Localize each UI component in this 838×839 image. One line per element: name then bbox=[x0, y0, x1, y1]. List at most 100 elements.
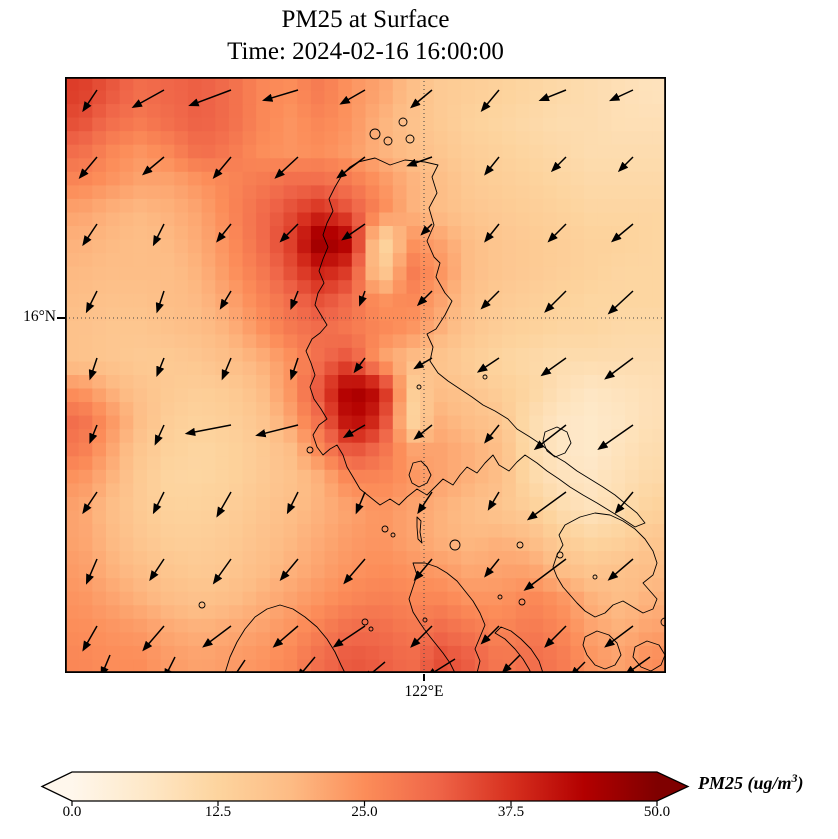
wind-arrow bbox=[533, 424, 567, 451]
wind-arrow bbox=[413, 424, 433, 440]
islet bbox=[482, 374, 488, 380]
coastline bbox=[582, 630, 622, 670]
wind-arrow bbox=[272, 625, 299, 648]
wind-arrow bbox=[484, 424, 500, 444]
lat-tick-mark bbox=[57, 317, 65, 319]
wind-arrow bbox=[607, 290, 634, 315]
wind-arrow bbox=[85, 290, 98, 314]
lon-tick-mark bbox=[423, 674, 425, 681]
lon-tick-label: 122°E bbox=[404, 683, 444, 700]
wind-arrow bbox=[155, 290, 165, 314]
wind-arrow bbox=[131, 89, 165, 109]
title-line-2: Time: 2024-02-16 16:00:00 bbox=[227, 38, 504, 65]
colorbar-tick-25: 25.0 bbox=[351, 804, 378, 820]
islet bbox=[592, 574, 598, 580]
wind-arrow bbox=[336, 156, 366, 179]
colorbar-under-arrow bbox=[42, 772, 72, 801]
wind-arrow bbox=[550, 156, 567, 173]
islet bbox=[198, 601, 206, 609]
wind-arrow bbox=[212, 156, 232, 180]
islet bbox=[398, 117, 408, 127]
wind-arrow bbox=[78, 156, 98, 180]
islet bbox=[405, 134, 415, 144]
wind-arrow bbox=[523, 558, 567, 591]
islet bbox=[416, 384, 422, 390]
coastline-layer bbox=[198, 117, 666, 673]
lat-tick-label: 16°N bbox=[23, 308, 56, 325]
wind-arrow bbox=[607, 558, 634, 581]
wind-arrow bbox=[219, 290, 232, 310]
colorbar-tick-37: 37.5 bbox=[497, 804, 525, 820]
wind-arrow bbox=[279, 223, 299, 243]
wind-arrow bbox=[342, 424, 366, 438]
wind-arrow bbox=[604, 625, 634, 648]
islet bbox=[383, 136, 393, 146]
wind-arrow bbox=[152, 491, 165, 515]
colorbar-over-arrow bbox=[657, 772, 688, 801]
wind-arrow bbox=[487, 491, 500, 511]
coastline bbox=[408, 460, 432, 488]
colorbar-tick-50: 50.0 bbox=[643, 804, 671, 820]
wind-arrow bbox=[230, 659, 246, 673]
wind-arrow bbox=[597, 424, 634, 451]
wind-arrow bbox=[212, 558, 232, 585]
coastline bbox=[494, 626, 544, 673]
wind-arrow bbox=[547, 223, 567, 243]
islet bbox=[368, 626, 374, 632]
wind-arrow bbox=[279, 558, 299, 582]
wind-arrow bbox=[604, 357, 634, 380]
wind-arrow bbox=[540, 357, 567, 377]
wind-arrow bbox=[476, 357, 500, 373]
wind-arrow bbox=[216, 491, 232, 518]
wind-arrow bbox=[286, 491, 299, 515]
heat-layer bbox=[65, 77, 666, 673]
islet bbox=[369, 128, 381, 140]
wind-arrow bbox=[353, 357, 366, 374]
wind-arrow bbox=[409, 89, 433, 109]
wind-arrow bbox=[426, 658, 456, 673]
wind-arrow bbox=[362, 661, 386, 673]
wind-arrow bbox=[156, 357, 165, 377]
wind-arrow bbox=[608, 89, 634, 102]
wind-arrow bbox=[614, 491, 634, 515]
islet bbox=[390, 532, 396, 538]
wind-arrow bbox=[417, 491, 433, 515]
colorbar bbox=[40, 771, 690, 806]
colorbar-label: PM25 (ug/m3) bbox=[698, 771, 804, 794]
wind-arrow bbox=[89, 424, 98, 444]
islet bbox=[518, 598, 526, 606]
wind-arrow bbox=[544, 290, 567, 313]
coastline bbox=[224, 604, 346, 673]
wind-arrow bbox=[184, 424, 232, 437]
colorbar-tick-0: 0.0 bbox=[62, 804, 82, 820]
wind-arrow bbox=[413, 357, 433, 370]
wind-arrow bbox=[141, 156, 165, 176]
coastline bbox=[552, 512, 658, 618]
islet bbox=[422, 617, 428, 623]
islet bbox=[449, 539, 461, 551]
wind-arrow bbox=[341, 223, 366, 241]
wind-arrow bbox=[296, 656, 316, 673]
wind-arrow bbox=[406, 156, 433, 167]
wind-arrow bbox=[420, 223, 433, 236]
wind-arrow bbox=[188, 89, 232, 107]
plot-border bbox=[65, 77, 666, 673]
coastline bbox=[416, 516, 423, 544]
wind-arrow bbox=[624, 656, 651, 673]
wind-arrow bbox=[88, 357, 98, 381]
wind-arrow bbox=[484, 223, 500, 243]
islet bbox=[516, 541, 524, 549]
coastline bbox=[632, 640, 666, 672]
figure-title: PM25 at Surface Time: 2024-02-16 16:00:0… bbox=[65, 4, 666, 68]
wind-arrow bbox=[416, 290, 433, 307]
wind-arrow bbox=[274, 156, 299, 179]
wind-arrow bbox=[82, 491, 98, 515]
wind-vector-layer bbox=[78, 89, 651, 673]
wind-arrow bbox=[202, 625, 232, 648]
colorbar-tick-12: 12.5 bbox=[204, 804, 232, 820]
wind-arrow bbox=[154, 424, 165, 446]
wind-arrow bbox=[255, 424, 299, 438]
wind-arrow bbox=[149, 558, 165, 582]
wind-arrow bbox=[163, 656, 176, 673]
